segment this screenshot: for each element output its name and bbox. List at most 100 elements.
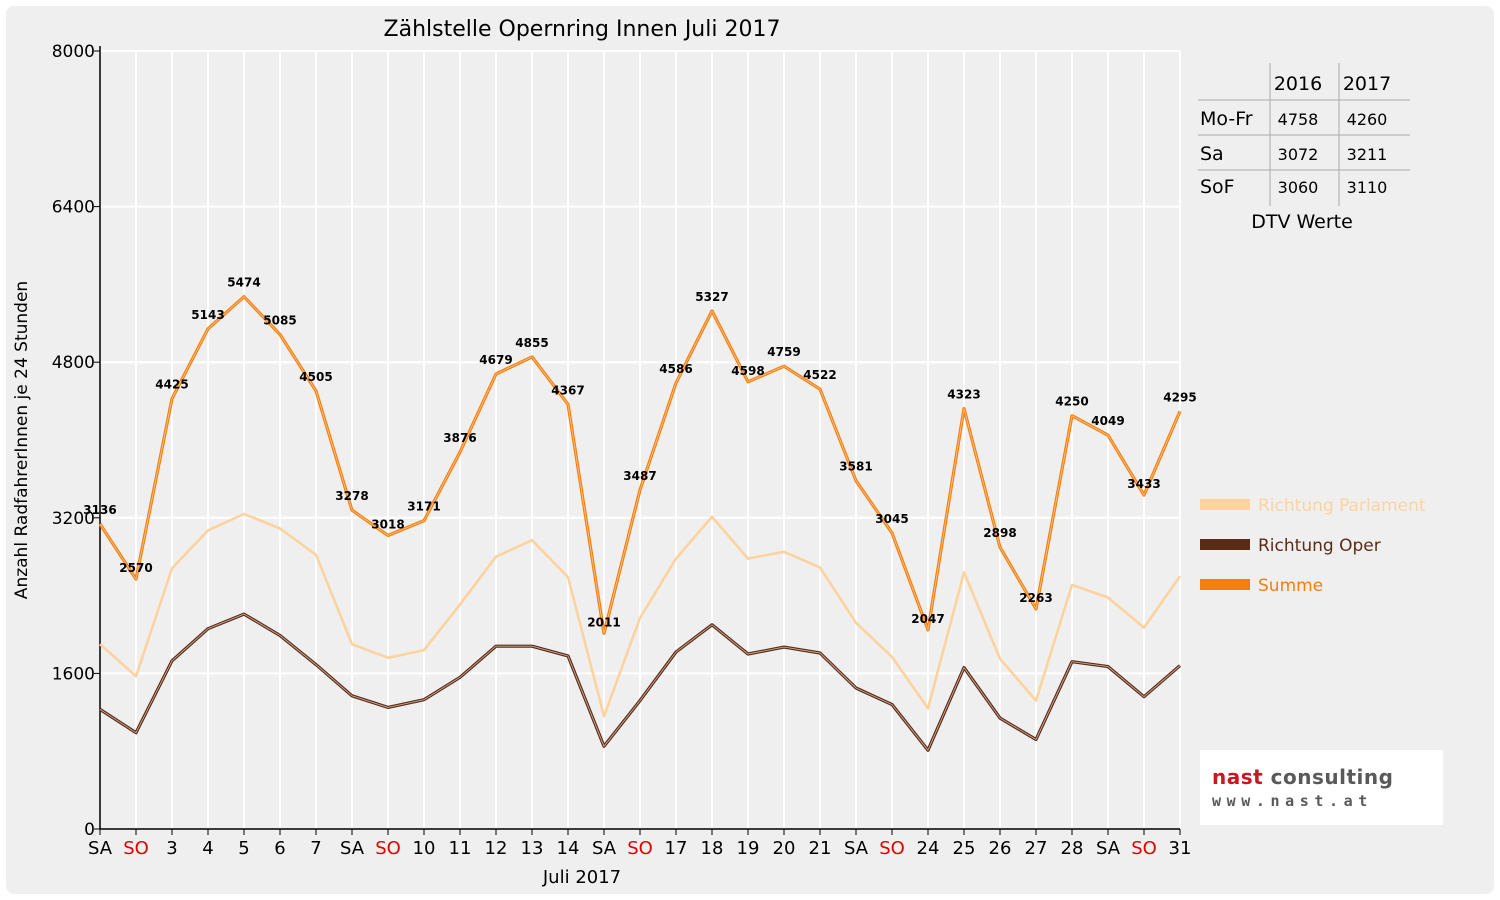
data-label: 3018 (371, 517, 404, 531)
x-ticks: SA SO 3 4 5 6 7 SA SO 10 11 12 13 14 SA SO 17 18 19 20 21 SA S… (88, 829, 1191, 859)
data-label: 4505 (299, 370, 332, 384)
y-tick-label: 6400 (52, 198, 95, 218)
x-tick-label: SA (1096, 838, 1121, 859)
data-label: 4323 (947, 388, 980, 402)
data-label: 3136 (83, 503, 116, 517)
x-tick-label: 26 (989, 838, 1012, 859)
x-tick-label: 25 (953, 838, 976, 859)
legend-swatch (1200, 579, 1250, 590)
data-label: 2047 (911, 612, 944, 626)
data-label: 4679 (479, 353, 512, 367)
dtv-cell: 3072 (1278, 145, 1319, 164)
x-tick-label: SO (123, 838, 149, 859)
data-label: 4586 (659, 362, 692, 376)
data-label: 4295 (1163, 390, 1196, 404)
x-tick-label: SA (88, 838, 113, 859)
x-tick-label: 18 (701, 838, 724, 859)
data-label: 5474 (227, 276, 260, 290)
x-tick-label: 20 (773, 838, 796, 859)
dtv-row-label: SoF (1200, 176, 1235, 198)
legend: Richtung Parlament Richtung Oper Summe (1200, 496, 1426, 596)
chart-background (6, 6, 1494, 894)
data-label: 3876 (443, 431, 476, 445)
y-axis-label: Anzahl RadfahrerInnen je 24 Stunden (12, 281, 32, 599)
x-tick-label: SA (844, 838, 869, 859)
logo-wordmark: nast consulting (1212, 765, 1394, 789)
dtv-cell: 4260 (1347, 110, 1388, 129)
data-label: 2570 (119, 561, 152, 575)
series-line-richtung-oper-highlight (99, 613, 1181, 751)
data-label: 3487 (623, 469, 656, 483)
x-tick-label: 7 (310, 838, 321, 859)
data-label: 4598 (731, 364, 764, 378)
x-tick-label: 5 (238, 838, 249, 859)
data-label: 5085 (263, 313, 296, 327)
x-tick-label: SO (375, 838, 401, 859)
y-ticks: 0 1600 3200 4800 6400 8000 (52, 42, 100, 840)
data-label: 2263 (1019, 591, 1052, 605)
y-tick-label: 3200 (52, 509, 95, 529)
data-label: 4522 (803, 368, 836, 382)
data-label: 4855 (515, 336, 548, 350)
dtv-row-label: Sa (1200, 143, 1224, 165)
chart-title: Zählstelle Opernring Innen Juli 2017 (384, 17, 781, 42)
data-label: 4425 (155, 378, 188, 392)
legend-swatch (1200, 539, 1250, 550)
x-tick-label: SO (1131, 838, 1157, 859)
legend-label: Richtung Parlament (1258, 496, 1426, 516)
x-tick-label: SO (627, 838, 653, 859)
y-tick-label: 8000 (52, 42, 95, 62)
y-tick-label: 1600 (52, 664, 95, 684)
series-lines (98, 295, 1182, 752)
legend-label: Richtung Oper (1258, 536, 1381, 556)
data-label: 2011 (587, 615, 620, 629)
dtv-cell: 3110 (1347, 178, 1388, 197)
dtv-cell: 3211 (1347, 145, 1388, 164)
data-label: 3581 (839, 460, 872, 474)
data-label: 4250 (1055, 395, 1088, 409)
x-tick-label: 14 (557, 838, 580, 859)
dtv-row-label: Mo-Fr (1200, 108, 1253, 130)
data-labels: 3136 2570 4425 5143 5474 5085 4505 327830183171… (83, 276, 1196, 630)
series-line-summe-highlight (99, 296, 1181, 634)
x-tick-label: SA (592, 838, 617, 859)
dtv-header-2016: 2016 (1274, 73, 1322, 95)
data-label: 5327 (695, 290, 728, 304)
x-tick-label: 31 (1169, 838, 1192, 859)
x-tick-label: 19 (737, 838, 760, 859)
data-label: 5143 (191, 308, 224, 322)
x-tick-label: 17 (665, 838, 688, 859)
x-tick-label: 12 (485, 838, 508, 859)
logo-url: www.nast.at (1212, 792, 1373, 810)
dtv-cell: 3060 (1278, 178, 1319, 197)
data-label: 3433 (1127, 477, 1160, 491)
x-tick-label: 27 (1025, 838, 1048, 859)
legend-label: Summe (1258, 576, 1323, 596)
grid (100, 50, 1181, 829)
legend-swatch (1200, 499, 1250, 510)
x-tick-label: 28 (1061, 838, 1084, 859)
y-tick-label: 4800 (52, 353, 95, 373)
x-tick-label: 24 (917, 838, 940, 859)
y-tick-label: 0 (84, 820, 95, 840)
data-label: 3278 (335, 489, 368, 503)
dtv-table: 2016 2017 Mo-Fr 4758 4260 Sa 3072 3211 S… (1198, 63, 1410, 233)
x-tick-label: 4 (202, 838, 213, 859)
series-line-richtung-parlament (99, 512, 1182, 718)
data-label: 2898 (983, 526, 1016, 540)
x-tick-label: 11 (449, 838, 472, 859)
data-label: 4049 (1091, 414, 1124, 428)
x-tick-label: 10 (413, 838, 436, 859)
data-label: 3171 (407, 500, 440, 514)
x-tick-label: 6 (274, 838, 285, 859)
data-label: 4367 (551, 383, 584, 397)
x-tick-label: SA (340, 838, 365, 859)
dtv-caption: DTV Werte (1251, 211, 1353, 233)
x-axis-label: Juli 2017 (542, 867, 621, 888)
x-tick-label: 21 (809, 838, 832, 859)
data-label: 3045 (875, 512, 908, 526)
x-tick-label: 13 (521, 838, 544, 859)
dtv-header-2017: 2017 (1343, 73, 1391, 95)
x-tick-label: SO (879, 838, 905, 859)
